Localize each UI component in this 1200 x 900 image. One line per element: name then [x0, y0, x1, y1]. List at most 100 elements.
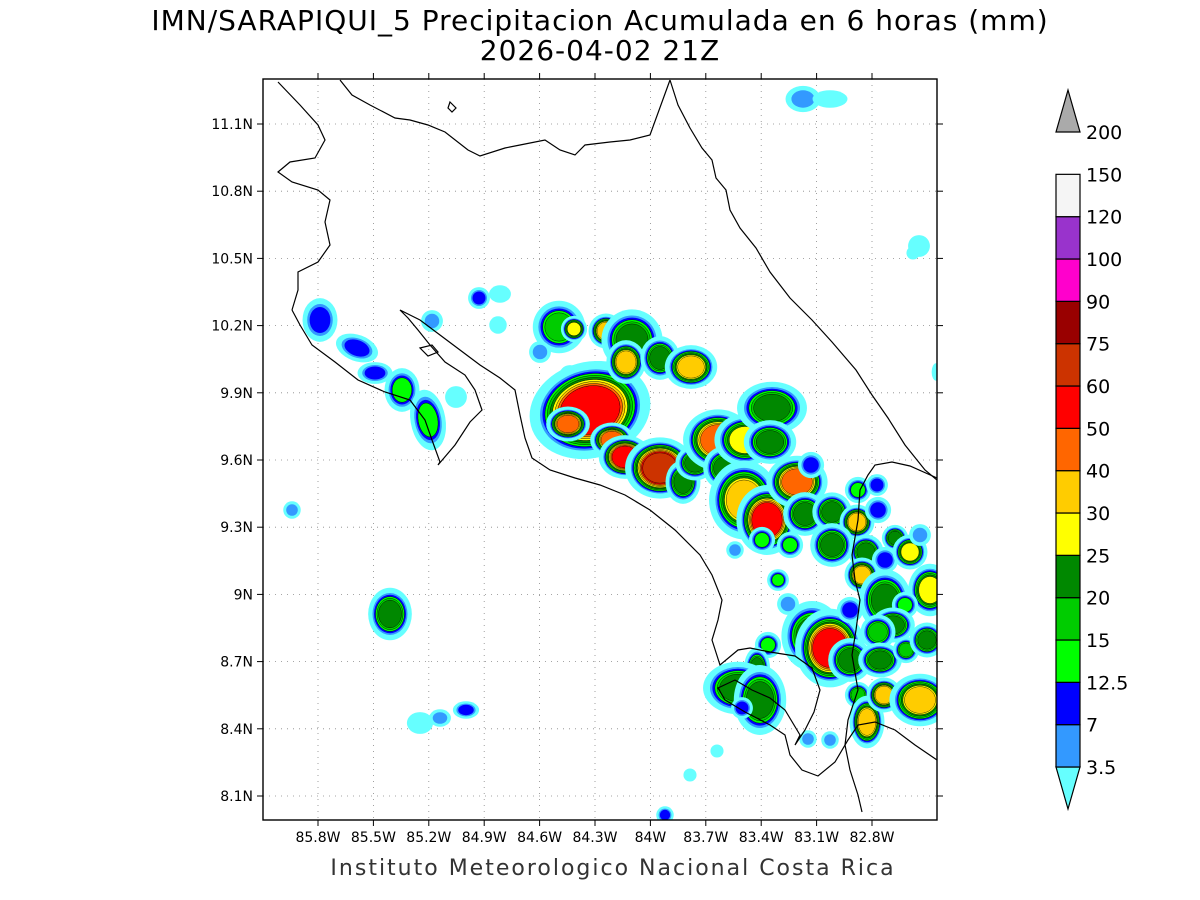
longitude-axis: 85.8W 85.5W 85.2W 84.9W 84.6W 84.3W 84W 83.7W 83…: [295, 830, 894, 846]
lat-tick-label: 9.6N: [220, 453, 253, 469]
colorbar-label: 30: [1086, 503, 1110, 525]
colorbar-swatch: [1055, 385, 1081, 429]
colorbar-label: 60: [1086, 376, 1110, 398]
precip-cell: [606, 340, 646, 384]
precip-cell: [560, 315, 588, 343]
map-subtitle: 2026-04-02 21Z: [479, 34, 721, 67]
precip-cell: [810, 523, 854, 567]
precip-cell: [909, 524, 931, 546]
colorbar-label: 50: [1086, 418, 1110, 440]
lat-tick-label: 9N: [234, 587, 253, 603]
precip-cell: [683, 768, 697, 782]
precip-cell: [931, 363, 937, 381]
colorbar: 3.5 7 12.5 15 20 25 30 40 50 60 75 90 100 120 150 200: [1055, 87, 1128, 812]
precip-cell: [797, 451, 825, 479]
precip-cell: [489, 285, 511, 303]
lat-tick-label: 8.7N: [220, 655, 253, 671]
colorbar-label: 12.5: [1086, 672, 1128, 694]
precip-cell: [546, 406, 590, 442]
colorbar-label: 90: [1086, 291, 1110, 313]
precip-cell: [864, 496, 892, 524]
axis-ticks: [257, 73, 943, 826]
lat-tick-label: 10.8N: [211, 184, 253, 200]
precip-cell: [866, 677, 902, 713]
precip-cell: [767, 569, 789, 591]
precip-cell: [302, 298, 338, 342]
footer-credit: Instituto Meteorologico Nacional Costa R…: [330, 856, 896, 881]
precip-cell: [429, 709, 451, 727]
colorbar-label: 20: [1086, 588, 1110, 610]
colorbar-label: 200: [1086, 122, 1122, 144]
precip-cell: [909, 622, 937, 658]
caribbean-coast: [669, 79, 937, 481]
lon-tick-label: 83.4W: [739, 830, 784, 846]
colorbar-swatch: [1055, 87, 1081, 133]
precip-cell: [625, 437, 695, 499]
precip-cell: [664, 345, 718, 389]
precip-cell: [710, 744, 724, 758]
lon-tick-label: 85.2W: [406, 830, 451, 846]
precip-cell: [906, 246, 920, 260]
precip-cell: [860, 614, 896, 650]
precip-cell: [468, 287, 490, 309]
precip-cell: [726, 541, 744, 559]
precip-cell: [777, 593, 799, 615]
plot-frame: [262, 78, 938, 821]
pacific-coast: [291, 309, 937, 777]
nicaragua-coast: [277, 81, 331, 311]
colorbar-swatch: [1055, 512, 1081, 556]
colorbar-label: 15: [1086, 630, 1110, 652]
precip-cell: [452, 701, 480, 719]
gulf-nicoya-island: [418, 344, 440, 357]
lat-tick-label: 8.4N: [220, 722, 253, 738]
lon-tick-label: 83.1W: [794, 830, 839, 846]
precip-cell: [836, 596, 864, 624]
precip-cell: [406, 712, 434, 734]
precip-cell: [489, 316, 507, 334]
precip-cell: [335, 333, 379, 363]
precip-cell: [357, 362, 393, 384]
map-title: IMN/SARAPIQUI_5 Precipitacion Acumulada …: [151, 4, 1049, 37]
precip-cell: [881, 524, 909, 552]
colorbar-swatch: [1055, 343, 1081, 387]
colorbar-swatch: [1055, 724, 1081, 768]
panama-border: [844, 461, 937, 813]
precip-cell: [421, 310, 443, 332]
colorbar-swatch: [1055, 216, 1081, 260]
colorbar-label: 40: [1086, 461, 1110, 483]
colorbar-label: 150: [1086, 164, 1122, 186]
nicaragua-border: [339, 79, 671, 157]
lat-tick-label: 8.1N: [220, 789, 253, 805]
precip-cell: [737, 381, 807, 435]
lon-tick-label: 84W: [635, 830, 667, 846]
precip-cell: [866, 474, 888, 496]
lat-tick-label: 9.3N: [220, 520, 253, 536]
colorbar-swatch: [1055, 766, 1081, 812]
precip-cell: [785, 85, 821, 113]
colorbar-label: 100: [1086, 249, 1122, 271]
precipitation-field: [283, 85, 937, 820]
colorbar-swatch: [1055, 681, 1081, 726]
lon-tick-label: 85.8W: [295, 830, 340, 846]
precip-cell: [812, 90, 848, 108]
colorbar-swatch: [1055, 427, 1081, 472]
precip-cell: [828, 638, 872, 682]
precip-cell: [656, 806, 674, 820]
colorbar-swatch: [1055, 300, 1081, 345]
colorbar-swatch: [1055, 554, 1081, 599]
precip-cell: [839, 504, 875, 540]
colorbar-label: 7: [1086, 715, 1098, 737]
colorbar-label: 75: [1086, 334, 1110, 356]
precip-cell: [743, 420, 797, 464]
precip-cell: [445, 386, 467, 408]
precip-cell: [731, 697, 753, 719]
precip-cell: [283, 501, 301, 519]
lon-tick-label: 85.5W: [351, 830, 396, 846]
precip-cell: [368, 587, 412, 641]
colorbar-swatch: [1055, 597, 1081, 641]
lon-tick-label: 84.9W: [462, 830, 507, 846]
precip-cell: [529, 341, 551, 363]
lat-tick-label: 10.5N: [211, 251, 253, 267]
lon-tick-label: 83.7W: [683, 830, 728, 846]
lon-tick-label: 82.8W: [849, 830, 894, 846]
